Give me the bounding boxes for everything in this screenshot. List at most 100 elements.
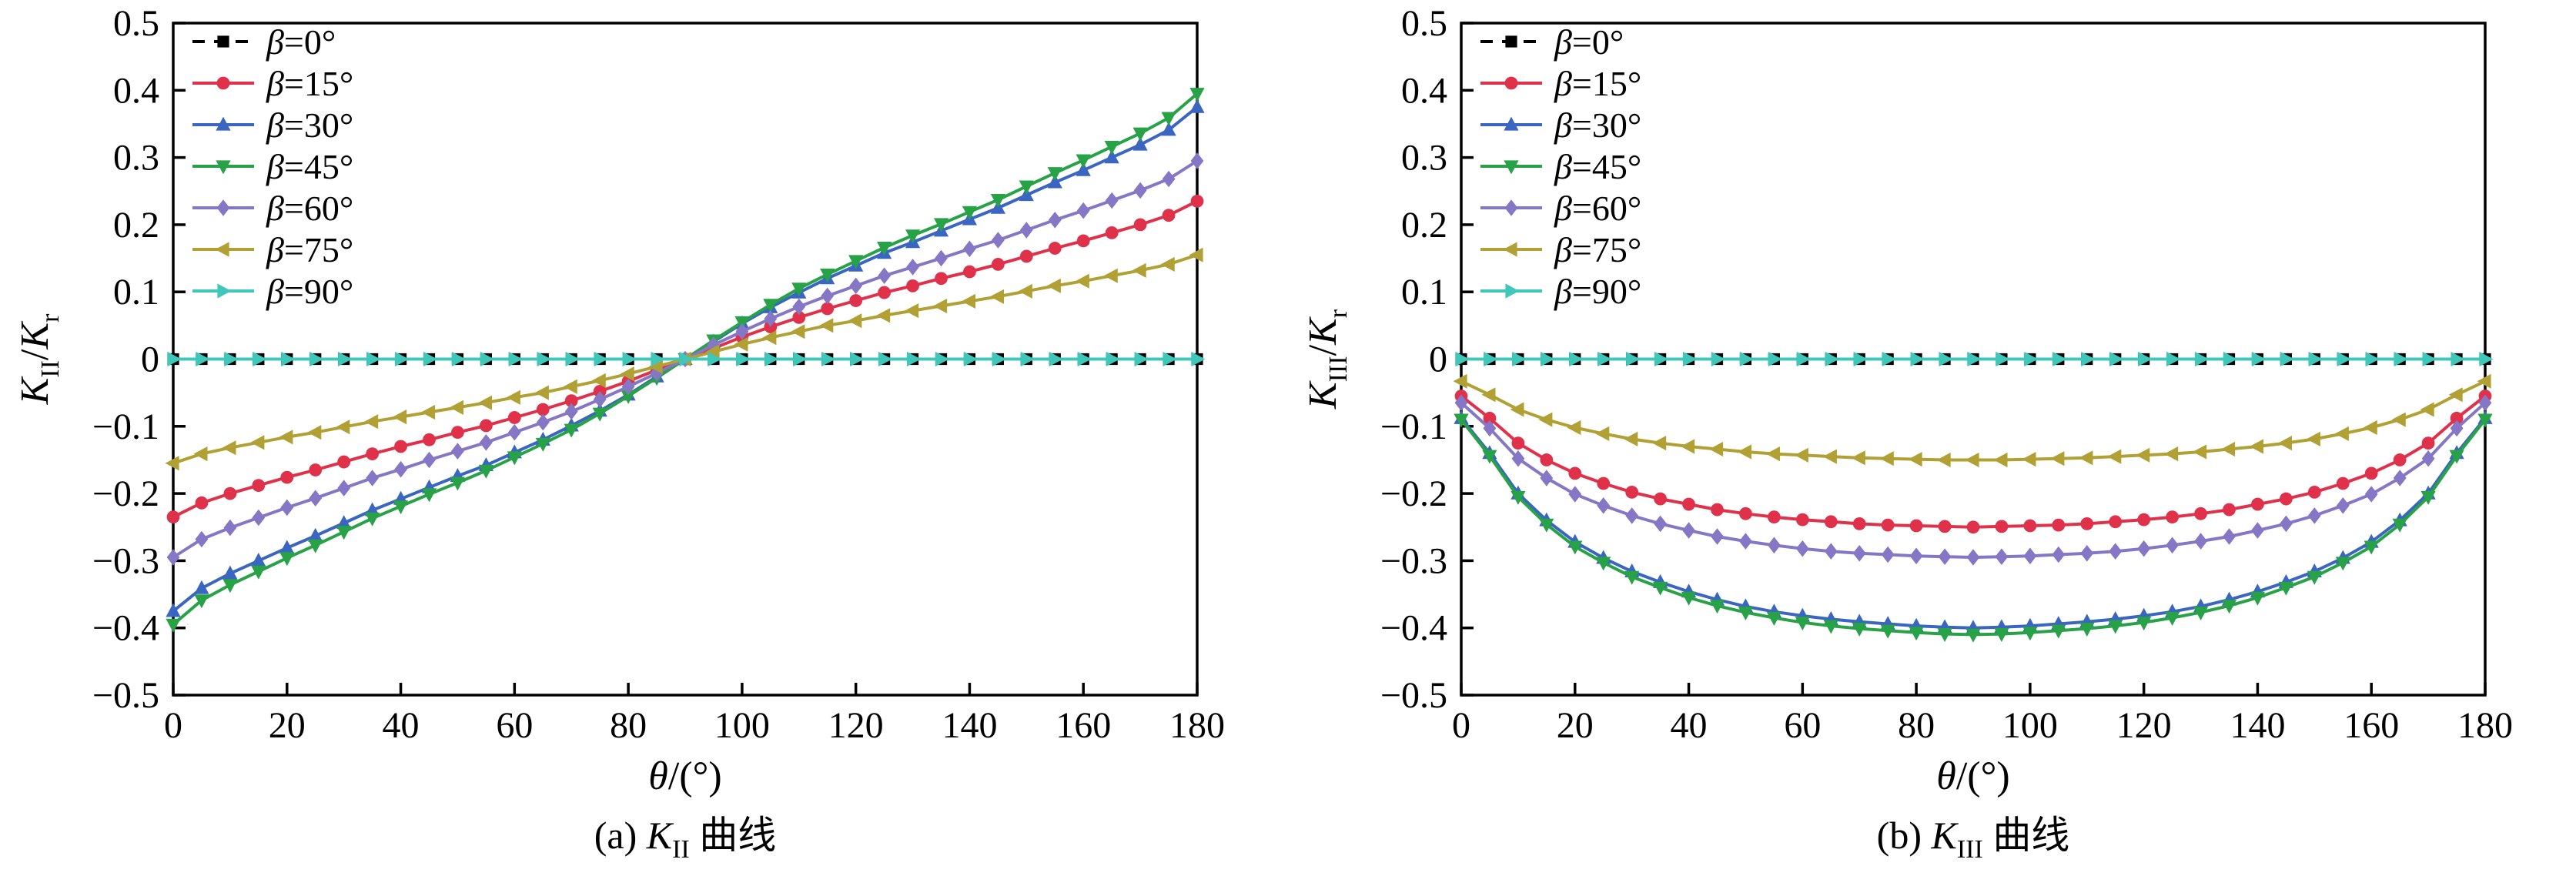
triangle-left-marker-icon	[762, 330, 777, 346]
diamond-marker-icon	[1995, 548, 2009, 565]
triangle-down-marker-icon	[1019, 180, 1034, 195]
y-axis: 0.5 0.4 0.3 0.2 0.1 0 −0.1 −0.2 −0.3 −0.4 −0.5	[1380, 3, 1474, 716]
triangle-right-marker-icon	[2422, 351, 2437, 367]
triangle-left-marker-icon	[2221, 441, 2236, 457]
triangle-left-marker-icon	[506, 390, 520, 405]
caption: (a) KII 曲线	[594, 814, 777, 864]
legend-label: β=60°	[1554, 189, 1641, 228]
triangle-down-marker-icon	[2364, 540, 2379, 555]
triangle-right-marker-icon	[1683, 351, 1697, 367]
triangle-right-marker-icon	[565, 351, 580, 367]
x-tick-label: 20	[269, 705, 306, 746]
y-tick-label: −0.2	[92, 473, 159, 514]
triangle-down-marker-icon	[222, 579, 238, 593]
triangle-left-marker-icon	[848, 313, 862, 329]
circle-marker-icon	[1483, 411, 1497, 425]
triangle-right-marker-icon	[935, 351, 949, 367]
square-marker-icon	[1505, 35, 1517, 48]
diamond-marker-icon	[2194, 533, 2207, 550]
triangle-up-marker-icon	[1161, 122, 1176, 136]
triangle-down-marker-icon	[1482, 450, 1497, 464]
triangle-right-marker-icon	[1541, 351, 1555, 367]
circle-marker-icon	[216, 76, 230, 90]
triangle-right-marker-icon	[1882, 351, 1896, 367]
legend-item-beta-60: β=60°	[192, 189, 353, 228]
triangle-right-marker-icon	[1134, 351, 1149, 367]
x-tick-label: 180	[1169, 705, 1225, 746]
circle-marker-icon	[1162, 209, 1176, 222]
triangle-right-marker-icon	[2081, 351, 2096, 367]
triangle-left-marker-icon	[620, 366, 634, 382]
triangle-down-marker-icon	[2051, 624, 2066, 639]
triangle-down-marker-icon	[1161, 112, 1176, 126]
diamond-marker-icon	[366, 470, 379, 486]
square-marker-icon	[217, 35, 229, 48]
legend-label: β=15°	[266, 64, 353, 103]
diamond-marker-icon	[764, 310, 778, 327]
triangle-right-marker-icon	[1484, 351, 1498, 367]
triangle-left-marker-icon	[2079, 450, 2093, 466]
legend-item-beta-75: β=75°	[1480, 230, 1641, 269]
triangle-left-marker-icon	[2334, 426, 2349, 441]
x-axis-label: θ/(°)	[1936, 754, 2009, 798]
triangle-right-marker-icon	[1512, 351, 1527, 367]
circle-marker-icon	[963, 265, 976, 279]
y-tick-label: −0.4	[92, 608, 159, 649]
triangle-right-marker-icon	[1020, 351, 1035, 367]
triangle-left-marker-icon	[1595, 426, 1610, 441]
y-tick-label: −0.1	[1380, 406, 1447, 447]
y-tick-label: 0.3	[1401, 138, 1447, 179]
diamond-marker-icon	[1966, 549, 1980, 566]
x-axis: 0 20 40 60 80 100 120 140 160 180	[164, 683, 1225, 746]
triangle-down-marker-icon	[1909, 627, 1924, 641]
series-line-beta-60	[1460, 401, 2487, 560]
circle-marker-icon	[564, 394, 578, 408]
circle-marker-icon	[2251, 497, 2264, 511]
legend-label: β=75°	[1554, 230, 1641, 269]
triangle-right-marker-icon	[2052, 351, 2067, 367]
triangle-right-marker-icon	[2308, 351, 2323, 367]
triangle-up-marker-icon	[279, 540, 295, 554]
triangle-down-marker-icon	[1937, 628, 1952, 642]
triangle-right-marker-icon	[992, 351, 1006, 367]
y-tick-label: 0.2	[1401, 205, 1447, 246]
circle-marker-icon	[1048, 242, 1062, 255]
triangle-right-marker-icon	[2280, 351, 2294, 367]
triangle-up-marker-icon	[194, 580, 209, 594]
circle-marker-icon	[1076, 234, 1090, 248]
triangle-left-marker-icon	[1936, 452, 1951, 468]
triangle-up-marker-icon	[1189, 99, 1205, 113]
triangle-down-marker-icon	[2420, 490, 2436, 505]
triangle-down-marker-icon	[1823, 620, 1838, 634]
legend-item-beta-0: β=0°	[1480, 22, 1624, 62]
triangle-left-marker-icon	[1624, 431, 1638, 446]
triangle-right-marker-icon	[679, 351, 694, 367]
x-tick-label: 100	[2002, 705, 2058, 746]
triangle-right-marker-icon	[2365, 351, 2380, 367]
circle-marker-icon	[280, 470, 294, 484]
triangle-left-marker-icon	[1879, 451, 1894, 466]
triangle-right-marker-icon	[821, 351, 836, 367]
triangle-down-marker-icon	[1539, 518, 1554, 533]
triangle-down-marker-icon	[166, 618, 181, 633]
triangle-down-marker-icon	[478, 464, 493, 479]
triangle-right-marker-icon	[1996, 351, 2010, 367]
diamond-marker-icon	[309, 490, 323, 507]
diamond-marker-icon	[1824, 543, 1838, 560]
triangle-left-marker-icon	[1018, 283, 1032, 299]
diamond-marker-icon	[1881, 546, 1895, 563]
triangle-down-marker-icon	[820, 268, 835, 283]
x-tick-label: 160	[2343, 705, 2399, 746]
triangle-left-marker-icon	[819, 318, 834, 333]
triangle-left-marker-icon	[2107, 449, 2122, 464]
x-tick-label: 0	[1452, 705, 1470, 746]
circle-marker-icon	[1824, 515, 1838, 529]
diamond-marker-icon	[935, 249, 948, 267]
circle-marker-icon	[2393, 453, 2407, 466]
triangle-right-marker-icon	[793, 351, 808, 367]
triangle-right-marker-icon	[2251, 351, 2266, 367]
triangle-right-marker-icon	[2138, 351, 2153, 367]
triangle-left-marker-icon	[1993, 452, 2008, 468]
triangle-right-marker-icon	[2394, 351, 2408, 367]
triangle-down-marker-icon	[1596, 557, 1611, 571]
